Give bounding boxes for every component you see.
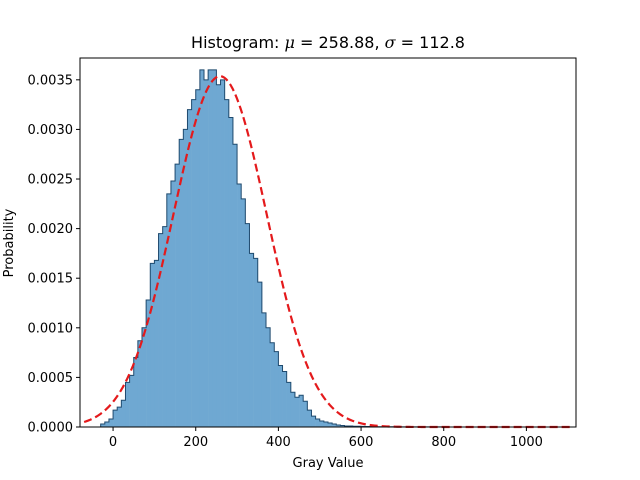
histogram-bar — [191, 99, 197, 427]
histogram-bar — [270, 342, 275, 427]
histogram-bar — [307, 410, 312, 427]
histogram-bar — [340, 425, 345, 427]
histogram-bar — [282, 371, 287, 427]
histogram-bar — [220, 79, 225, 427]
title-prefix: Histogram — [191, 33, 274, 52]
histogram-bar — [104, 422, 110, 427]
x-axis-label: Gray Value — [293, 456, 364, 471]
x-tick-label: 200 — [183, 435, 208, 450]
mu-value: 258.88 — [319, 33, 375, 52]
histogram-bar — [179, 139, 184, 427]
histogram-bars — [100, 69, 449, 428]
histogram-bar — [257, 282, 263, 427]
x-tick-label: 600 — [349, 435, 374, 450]
histogram-bar — [146, 300, 151, 427]
histogram-bar — [323, 422, 329, 427]
histogram-bar — [117, 407, 122, 427]
histogram-bar — [125, 382, 130, 427]
sigma-value: 112.8 — [419, 33, 465, 52]
histogram-bar — [241, 198, 246, 427]
histogram-bar — [108, 419, 114, 427]
histogram-bar — [303, 401, 308, 427]
histogram-bar — [175, 164, 180, 427]
histogram-bar — [204, 79, 209, 427]
histogram-bar — [216, 84, 221, 427]
histogram-bar — [319, 421, 325, 427]
y-tick-label: 0.0030 — [28, 123, 74, 138]
histogram-bar — [158, 233, 163, 427]
histogram-bar — [328, 423, 333, 427]
y-tick-label: 0.0020 — [28, 222, 74, 237]
histogram-bar — [278, 365, 283, 427]
x-axis: 0 200 400 600 800 1000 — [109, 427, 543, 450]
y-tick-label: 0.0015 — [28, 272, 74, 287]
histogram-bar — [154, 260, 159, 427]
histogram-bar — [162, 226, 168, 427]
x-tick-label: 400 — [266, 435, 291, 450]
title-equals-1: = — [295, 33, 319, 52]
y-axis-label: Probability — [2, 208, 17, 277]
histogram-bar — [150, 263, 155, 427]
histogram-bar — [212, 69, 217, 428]
x-tick-label: 1000 — [510, 435, 543, 450]
histogram-bar — [332, 424, 337, 427]
y-axis: 0.0000 0.0005 0.0010 0.0015 0.0020 0.0025 0.00… — [28, 73, 80, 436]
x-tick-label: 800 — [431, 435, 456, 450]
title-comma: , — [374, 33, 384, 52]
histogram-bar — [249, 253, 254, 427]
chart-title: Histogram: μ = 258.88, σ = 112.8 — [191, 33, 465, 52]
histogram-bar — [224, 99, 230, 427]
histogram-bar — [245, 223, 250, 427]
histogram-bar — [311, 416, 316, 427]
y-tick-label: 0.0025 — [28, 173, 74, 188]
histogram-bar — [183, 129, 188, 428]
histogram-bar — [208, 69, 213, 428]
mu-symbol: μ — [285, 33, 295, 52]
histogram-bar — [294, 397, 300, 427]
histogram-bar — [274, 351, 279, 427]
histogram-bar — [266, 327, 271, 427]
histogram-bar — [187, 109, 192, 427]
histogram-bar — [170, 181, 176, 427]
title-colon: : — [274, 33, 284, 52]
histogram-bar — [299, 395, 304, 427]
sigma-symbol: σ — [385, 33, 397, 52]
histogram-bar — [129, 375, 135, 427]
histogram-bar — [100, 424, 106, 427]
title-equals-2: = — [396, 33, 420, 52]
y-tick-label: 0.0035 — [28, 73, 74, 88]
histogram-bar — [237, 183, 242, 427]
histogram-bar — [199, 69, 205, 428]
histogram-bar — [137, 340, 143, 427]
y-tick-label: 0.0010 — [28, 321, 74, 336]
histogram-bar — [142, 327, 147, 427]
histogram-bar — [336, 425, 341, 427]
x-tick-label: 0 — [109, 435, 117, 450]
histogram-bar — [315, 419, 321, 427]
histogram-bar — [286, 382, 292, 427]
histogram-bar — [261, 312, 267, 427]
histogram-bar — [113, 410, 118, 427]
histogram-bar — [195, 89, 201, 428]
histogram-bar — [232, 144, 238, 428]
histogram-bar — [290, 392, 296, 427]
histogram-bar — [121, 400, 126, 427]
y-tick-label: 0.0000 — [28, 421, 74, 436]
histogram-bar — [166, 193, 172, 427]
plot-frame — [79, 57, 577, 428]
histogram-bar — [253, 258, 259, 427]
y-tick-label: 0.0005 — [28, 371, 74, 386]
histogram-bar — [228, 117, 234, 428]
histogram-bar — [133, 357, 139, 427]
